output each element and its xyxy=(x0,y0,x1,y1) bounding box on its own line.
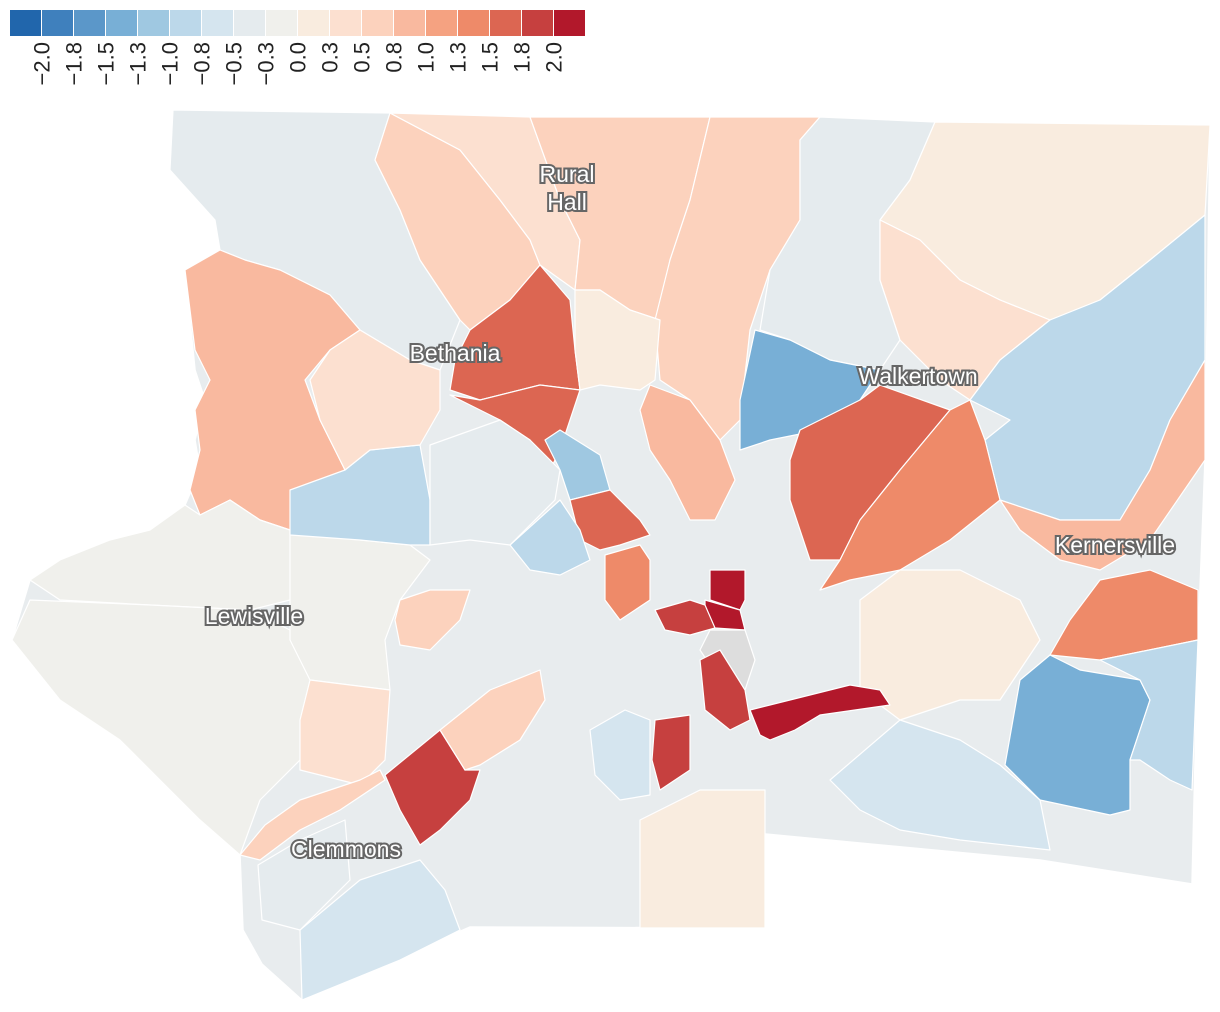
region-bethania-cream xyxy=(309,329,441,471)
place-label-bethania: Bethania xyxy=(410,340,501,366)
region-mid-blue xyxy=(509,499,591,576)
legend-swatch xyxy=(170,10,201,36)
legend-swatch xyxy=(42,10,73,36)
region-center-west-salmon xyxy=(604,544,651,621)
place-label-kernersville: Kernersville xyxy=(1055,532,1175,558)
legend-tick-label: −2.0 xyxy=(30,42,55,85)
legend-swatch xyxy=(394,10,425,36)
place-label-lewisville: Lewisville xyxy=(205,603,303,629)
color-legend: −2.0 −1.8 −1.5 −1.3 −1.0 −0.8 −0.5 −0.3 0.0 0.3 0.… xyxy=(10,10,585,85)
legend-tick-label: 1.3 xyxy=(446,42,471,73)
region-mid-west-lightblue xyxy=(429,419,561,546)
legend-swatch xyxy=(138,10,169,36)
legend-tick-label: −1.0 xyxy=(158,42,183,85)
region-south-grey xyxy=(639,789,766,929)
legend-tick-label: 1.0 xyxy=(414,42,439,73)
region-south-blue xyxy=(589,709,651,801)
region-south-crimson xyxy=(749,684,891,741)
region-south-east-blue xyxy=(1099,639,1199,791)
legend-tick-label: −1.3 xyxy=(126,42,151,85)
region-kernersville-peach xyxy=(999,359,1206,571)
legend-swatch xyxy=(10,10,41,36)
legend-swatch xyxy=(426,10,457,36)
legend-swatch xyxy=(458,10,489,36)
region-se-lightblue xyxy=(829,719,1051,851)
legend-tick-label: 0.0 xyxy=(286,42,311,73)
region-clemmons-pale xyxy=(257,819,351,931)
legend-tick-label: 0.8 xyxy=(382,42,407,73)
region-center-peach-2 xyxy=(639,384,736,521)
region-east-salmon xyxy=(819,399,1001,591)
place-label-rural-hall: Rural Hall xyxy=(540,161,595,215)
legend-swatch xyxy=(490,10,521,36)
legend-tick-label: −0.8 xyxy=(190,42,215,85)
legend-tick-label: 1.5 xyxy=(478,42,503,73)
region-central-darkred xyxy=(654,599,716,636)
map-regions xyxy=(11,109,1211,1001)
region-south-salmon xyxy=(651,714,691,791)
legend-tick-label: 1.8 xyxy=(510,42,535,73)
region-south-peach xyxy=(439,669,546,771)
legend-swatch xyxy=(202,10,233,36)
legend-swatch xyxy=(106,10,137,36)
place-labels: Rural Hall Bethania Walkertown Kernersvil… xyxy=(203,159,1177,864)
place-label-walkertown: Walkertown xyxy=(858,363,977,389)
region-center-west-peach xyxy=(394,589,471,651)
region-north-pale-grey xyxy=(574,289,661,391)
region-central-red xyxy=(709,569,746,611)
legend-swatch xyxy=(234,10,265,36)
region-clemmons-peach xyxy=(239,769,386,861)
region-west-lower xyxy=(11,599,321,856)
legend-swatch xyxy=(330,10,361,36)
legend-tick-label: −1.5 xyxy=(94,42,119,85)
legend-tick-label: 2.0 xyxy=(542,42,567,73)
region-south-cream xyxy=(299,679,391,786)
legend-swatch xyxy=(522,10,553,36)
region-south-central-red xyxy=(699,649,751,731)
region-clemmons-lightblue xyxy=(299,859,461,1001)
legend-tick-label: −0.3 xyxy=(254,42,279,85)
legend-swatch xyxy=(298,10,329,36)
legend-swatch xyxy=(74,10,105,36)
legend-swatch xyxy=(554,10,585,36)
legend-tick-label: −1.8 xyxy=(62,42,87,85)
legend-tick-label: −0.5 xyxy=(222,42,247,85)
place-label-clemmons: Clemmons xyxy=(291,836,401,862)
legend-tick-label: 0.3 xyxy=(318,42,343,73)
legend-swatch xyxy=(266,10,297,36)
legend-swatch xyxy=(362,10,393,36)
legend-tick-label: 0.5 xyxy=(350,42,375,73)
